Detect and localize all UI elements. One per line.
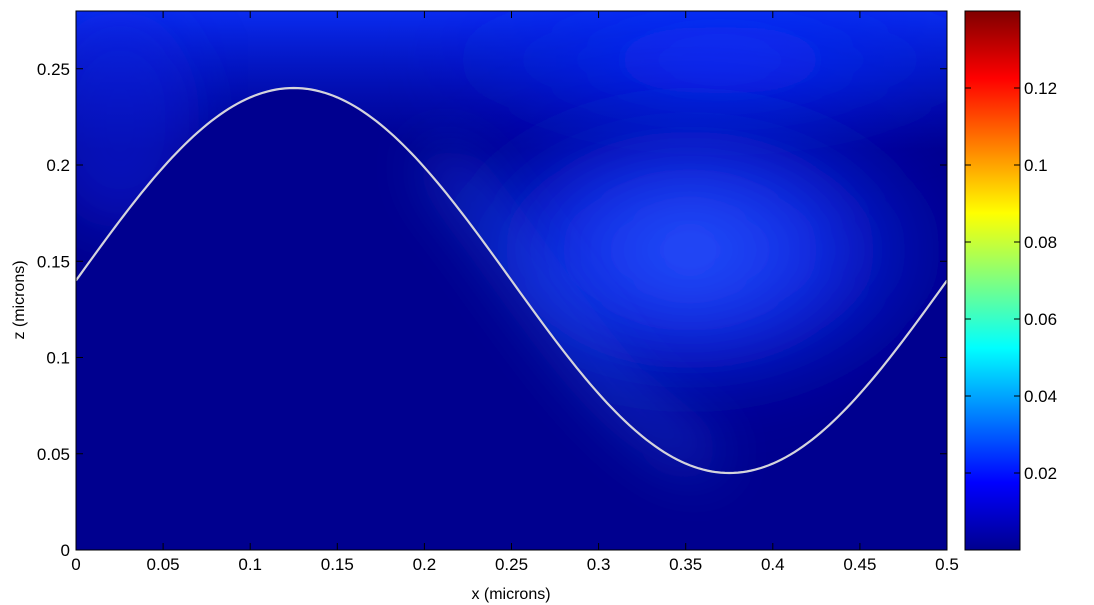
- heatmap-below-interface: [76, 88, 947, 550]
- x-tick-label: 0.2: [413, 555, 437, 574]
- x-tick-label: 0.15: [321, 555, 354, 574]
- colorbar: 0.02 0.04 0.06 0.08 0.1 0.12: [964, 10, 1057, 551]
- x-tick-label: 0: [71, 555, 80, 574]
- x-tick-label: 0.4: [761, 555, 785, 574]
- colorbar-gradient: [965, 11, 1020, 550]
- heatmap-field: [76, 11, 947, 550]
- y-tick-label: 0.25: [37, 60, 70, 79]
- y-tick-label: 0: [61, 541, 70, 560]
- colorbar-tick-label: 0.1: [1024, 156, 1048, 175]
- x-tick-label: 0.1: [238, 555, 262, 574]
- y-tick-label: 0.1: [46, 349, 70, 368]
- colorbar-tick-label: 0.04: [1024, 387, 1057, 406]
- y-axis-ticks: 0 0.05 0.1 0.15 0.2 0.25: [37, 60, 947, 560]
- x-tick-label: 0.05: [147, 555, 180, 574]
- x-tick-label: 0.5: [935, 555, 959, 574]
- x-axis-label: x (microns): [471, 586, 550, 603]
- colorbar-tick-label: 0.02: [1024, 464, 1057, 483]
- colorbar-tick-label: 0.06: [1024, 310, 1057, 329]
- y-axis-label: z (microns): [11, 260, 28, 339]
- x-axis-ticks: 0 0.05 0.1 0.15 0.2 0.25 0.3 0.35 0.4 0.45 0.5: [71, 11, 959, 574]
- x-tick-label: 0.35: [669, 555, 702, 574]
- x-tick-label: 0.3: [587, 555, 611, 574]
- x-tick-label: 0.45: [843, 555, 876, 574]
- colorbar-frame: [964, 10, 1021, 551]
- y-tick-label: 0.2: [46, 156, 70, 175]
- colorbar-tick-label: 0.12: [1024, 79, 1057, 98]
- y-tick-label: 0.15: [37, 252, 70, 271]
- heatmap-interface-edge-glow: [424, 146, 717, 471]
- colorbar-ticks: 0.02 0.04 0.06 0.08 0.1 0.12: [965, 79, 1057, 483]
- colorbar-tick-label: 0.08: [1024, 233, 1057, 252]
- interface-curve: [76, 86, 947, 475]
- y-tick-label: 0.05: [37, 445, 70, 464]
- x-tick-label: 0.25: [495, 555, 528, 574]
